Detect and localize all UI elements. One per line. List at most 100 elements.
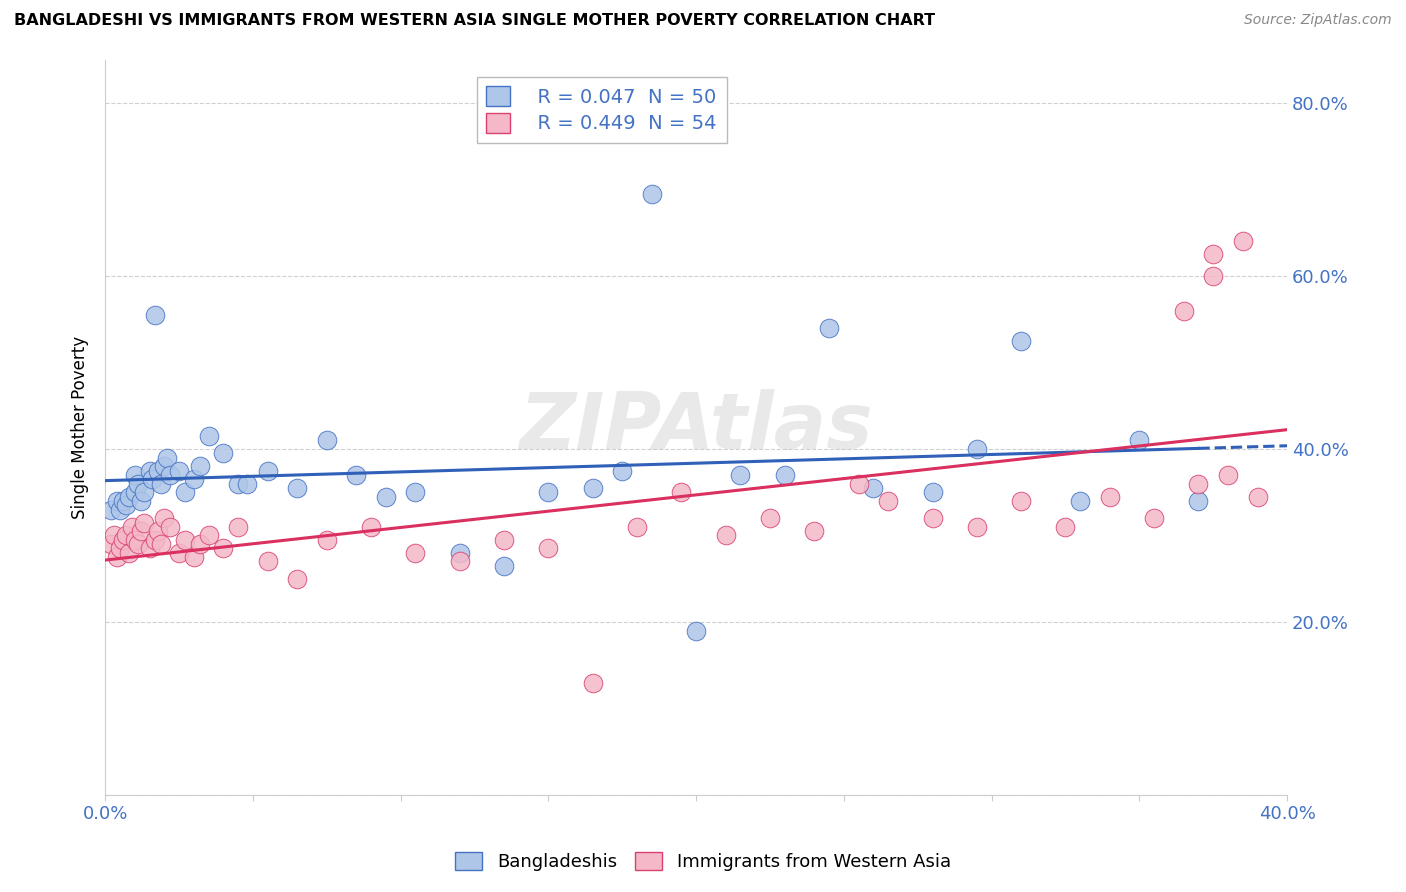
Point xyxy=(138,464,160,478)
Point xyxy=(129,524,152,538)
Point xyxy=(1143,511,1166,525)
Point xyxy=(285,481,308,495)
Point xyxy=(360,520,382,534)
Point xyxy=(118,546,141,560)
Point xyxy=(197,528,219,542)
Point xyxy=(612,464,634,478)
Point xyxy=(256,464,278,478)
Point xyxy=(148,524,170,538)
Point xyxy=(153,511,176,525)
Text: BANGLADESHI VS IMMIGRANTS FROM WESTERN ASIA SINGLE MOTHER POVERTY CORRELATION CH: BANGLADESHI VS IMMIGRANTS FROM WESTERN A… xyxy=(14,13,935,29)
Point xyxy=(1069,494,1091,508)
Text: ZIPAtlas: ZIPAtlas xyxy=(519,389,873,466)
Point xyxy=(1216,467,1239,482)
Point xyxy=(124,467,146,482)
Point xyxy=(167,546,190,560)
Point xyxy=(344,467,367,482)
Point xyxy=(773,467,796,482)
Point xyxy=(212,541,235,556)
Point xyxy=(714,528,737,542)
Point xyxy=(626,520,648,534)
Point xyxy=(111,533,134,547)
Point xyxy=(103,528,125,542)
Point xyxy=(108,502,131,516)
Point xyxy=(127,537,149,551)
Point xyxy=(1202,268,1225,283)
Point xyxy=(404,546,426,560)
Point xyxy=(212,446,235,460)
Point xyxy=(494,533,516,547)
Point xyxy=(115,528,138,542)
Point xyxy=(449,546,471,560)
Point xyxy=(1010,334,1032,348)
Point xyxy=(124,485,146,500)
Point xyxy=(818,321,841,335)
Point xyxy=(145,308,167,322)
Point xyxy=(494,558,516,573)
Point xyxy=(685,624,707,638)
Text: Source: ZipAtlas.com: Source: ZipAtlas.com xyxy=(1244,13,1392,28)
Point xyxy=(848,476,870,491)
Point xyxy=(921,485,943,500)
Point xyxy=(1246,490,1268,504)
Y-axis label: Single Mother Poverty: Single Mother Poverty xyxy=(72,335,89,519)
Point xyxy=(174,533,197,547)
Point xyxy=(150,476,173,491)
Point xyxy=(236,476,259,491)
Point xyxy=(174,485,197,500)
Point xyxy=(966,520,988,534)
Point xyxy=(124,533,146,547)
Point xyxy=(127,476,149,491)
Point xyxy=(537,541,560,556)
Point xyxy=(1173,303,1195,318)
Point xyxy=(1098,490,1121,504)
Point xyxy=(153,459,176,474)
Point xyxy=(197,429,219,443)
Point xyxy=(129,494,152,508)
Point xyxy=(108,541,131,556)
Point xyxy=(759,511,782,525)
Point xyxy=(132,516,155,530)
Point xyxy=(537,485,560,500)
Point xyxy=(1128,434,1150,448)
Point xyxy=(226,520,249,534)
Point xyxy=(582,675,605,690)
Point xyxy=(148,464,170,478)
Point xyxy=(315,533,337,547)
Legend: Bangladeshis, Immigrants from Western Asia: Bangladeshis, Immigrants from Western As… xyxy=(449,845,957,879)
Point xyxy=(183,550,205,565)
Point xyxy=(105,494,128,508)
Point xyxy=(374,490,396,504)
Point xyxy=(226,476,249,491)
Point xyxy=(159,520,181,534)
Point xyxy=(183,472,205,486)
Point xyxy=(803,524,825,538)
Point xyxy=(921,511,943,525)
Point xyxy=(145,533,167,547)
Point xyxy=(449,554,471,568)
Point xyxy=(111,494,134,508)
Point xyxy=(132,485,155,500)
Point xyxy=(582,481,605,495)
Point xyxy=(141,472,163,486)
Point xyxy=(1010,494,1032,508)
Point xyxy=(188,459,211,474)
Point xyxy=(156,450,179,465)
Point xyxy=(315,434,337,448)
Point xyxy=(100,502,122,516)
Point xyxy=(105,550,128,565)
Point xyxy=(138,541,160,556)
Point xyxy=(1232,235,1254,249)
Point xyxy=(285,572,308,586)
Point xyxy=(167,464,190,478)
Point xyxy=(1202,247,1225,261)
Point xyxy=(1054,520,1077,534)
Point xyxy=(730,467,752,482)
Point xyxy=(150,537,173,551)
Point xyxy=(121,520,143,534)
Legend:   R = 0.047  N = 50,   R = 0.449  N = 54: R = 0.047 N = 50, R = 0.449 N = 54 xyxy=(477,77,727,143)
Point xyxy=(1187,476,1209,491)
Point xyxy=(641,186,664,201)
Point xyxy=(862,481,884,495)
Point xyxy=(115,498,138,512)
